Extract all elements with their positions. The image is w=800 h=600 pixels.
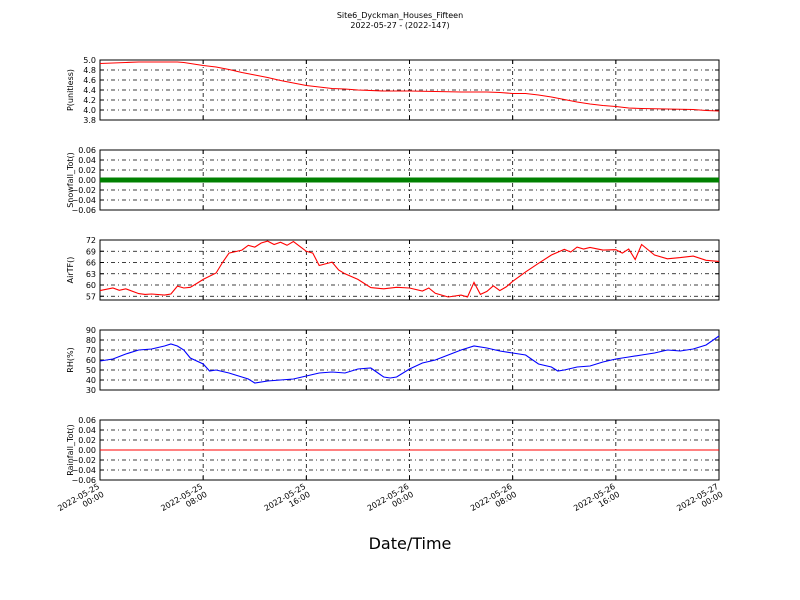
- series-line-1: [99, 61, 720, 112]
- x-tick-label: 2022-05-2516:00: [263, 482, 312, 521]
- series-line-3: [99, 240, 720, 298]
- y-tick-label: 0.04: [78, 426, 96, 435]
- x-tick-label: 2022-05-2700:00: [675, 482, 724, 521]
- y-tick-label: 60: [86, 356, 96, 365]
- chart-subtitle: 2022-05-27 - (2022-147): [350, 21, 450, 30]
- y-tick-label: 4.0: [83, 106, 96, 115]
- y-tick-label: 50: [86, 366, 96, 375]
- y-tick-label: −0.04: [71, 196, 96, 205]
- y-tick-label: 3.8: [83, 116, 96, 125]
- y-tick-label: 90: [86, 326, 96, 335]
- y-tick-label: 60: [86, 281, 96, 290]
- y-tick-label: 63: [86, 270, 96, 279]
- y-axis-label-4: RH(%): [66, 347, 75, 372]
- y-tick-label: −0.04: [71, 466, 96, 475]
- x-axis-label: Date/Time: [368, 534, 452, 553]
- y-tick-label: 0.06: [78, 416, 96, 425]
- chart-title: Site6_Dyckman_Houses_Fifteen: [336, 11, 464, 20]
- y-tick-label: 72: [86, 236, 96, 245]
- y-axis-label-5: Rainfall_Tot(): [66, 424, 75, 476]
- y-axis-label-1: P(unitless): [66, 69, 75, 111]
- y-tick-label: 0.04: [78, 156, 96, 165]
- x-tick-label: 2022-05-2500:00: [56, 482, 105, 521]
- x-tick-label: 2022-05-2616:00: [572, 482, 621, 521]
- y-tick-label: 4.8: [83, 66, 96, 75]
- y-tick-label: 0.06: [78, 146, 96, 155]
- x-tick-label: 2022-05-2608:00: [469, 482, 518, 521]
- y-tick-label: 40: [86, 376, 96, 385]
- y-tick-label: 4.4: [83, 86, 96, 95]
- y-tick-label: 4.2: [83, 96, 96, 105]
- y-tick-label: 0.00: [78, 176, 96, 185]
- y-tick-label: 70: [86, 346, 96, 355]
- y-tick-label: 69: [86, 247, 96, 256]
- series-line-4: [99, 335, 720, 384]
- y-tick-label: 5.0: [83, 56, 96, 65]
- y-tick-label: −0.02: [71, 456, 96, 465]
- y-axis-label-3: AirTF(): [66, 257, 75, 284]
- y-tick-label: 80: [86, 336, 96, 345]
- x-tick-label: 2022-05-2600:00: [366, 482, 415, 521]
- y-tick-label: 66: [86, 259, 96, 268]
- y-tick-label: 0.02: [78, 436, 96, 445]
- y-tick-label: 30: [86, 386, 96, 395]
- y-tick-label: −0.02: [71, 186, 96, 195]
- y-tick-label: 57: [86, 292, 96, 301]
- y-tick-label: 4.6: [83, 76, 96, 85]
- y-axis-label-2: Snowfall_Tot(): [66, 152, 75, 208]
- y-tick-label: 0.02: [78, 166, 96, 175]
- x-tick-label: 2022-05-2508:00: [159, 482, 208, 521]
- y-tick-label: −0.06: [71, 206, 96, 215]
- y-tick-label: 0.00: [78, 446, 96, 455]
- y-tick-label: −0.06: [71, 476, 96, 485]
